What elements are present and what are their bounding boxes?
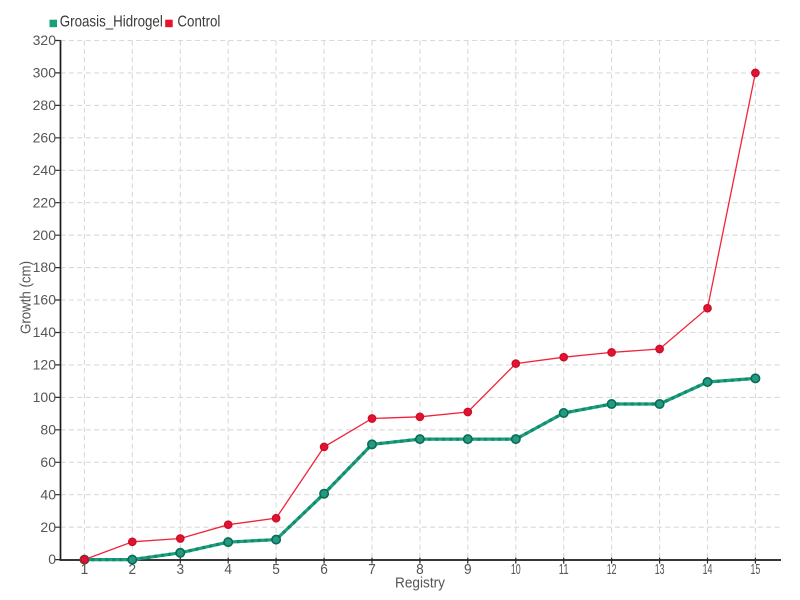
svg-text:320: 320 [33, 32, 57, 48]
svg-text:240: 240 [33, 162, 57, 178]
svg-text:0: 0 [48, 551, 56, 567]
svg-text:120: 120 [33, 357, 57, 373]
svg-text:160: 160 [33, 292, 57, 308]
svg-text:13: 13 [655, 561, 665, 578]
svg-text:12: 12 [607, 561, 617, 578]
svg-text:80: 80 [40, 421, 56, 437]
svg-text:14: 14 [703, 561, 713, 578]
svg-text:Control: Control [177, 14, 220, 31]
svg-text:220: 220 [33, 194, 57, 210]
svg-text:Growth (cm): Growth (cm) [18, 261, 35, 334]
svg-text:180: 180 [33, 259, 57, 275]
svg-text:10: 10 [511, 561, 521, 578]
svg-text:5: 5 [272, 561, 280, 578]
svg-text:Groasis_Hidrogel: Groasis_Hidrogel [60, 14, 163, 31]
svg-text:9: 9 [464, 561, 472, 578]
svg-text:8: 8 [416, 561, 424, 578]
svg-text:4: 4 [224, 561, 232, 578]
svg-text:260: 260 [33, 129, 57, 145]
svg-text:200: 200 [33, 227, 57, 243]
svg-text:Registry: Registry [395, 575, 445, 592]
svg-text:40: 40 [40, 486, 56, 502]
svg-text:140: 140 [33, 324, 57, 340]
svg-text:100: 100 [33, 389, 57, 405]
svg-text:15: 15 [751, 561, 761, 578]
svg-text:300: 300 [33, 65, 57, 81]
svg-text:2: 2 [129, 561, 137, 578]
svg-text:280: 280 [33, 97, 57, 113]
svg-text:20: 20 [40, 519, 56, 535]
svg-text:3: 3 [177, 561, 185, 578]
svg-text:7: 7 [368, 561, 376, 578]
svg-text:6: 6 [320, 561, 328, 578]
svg-text:60: 60 [40, 454, 56, 470]
svg-text:1: 1 [81, 561, 89, 578]
svg-text:11: 11 [559, 561, 569, 578]
